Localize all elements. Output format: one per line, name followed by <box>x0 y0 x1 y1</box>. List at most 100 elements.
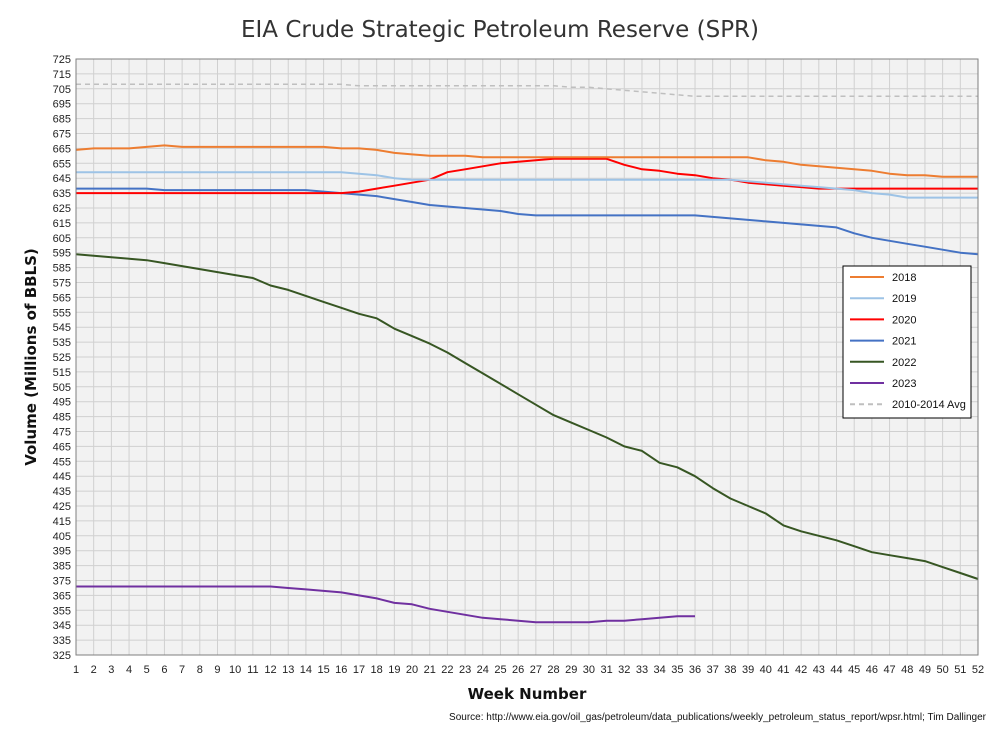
x-tick-label: 32 <box>618 664 630 676</box>
x-tick-label: 18 <box>371 664 383 676</box>
y-tick-label: 715 <box>53 69 71 81</box>
y-tick-label: 605 <box>53 233 71 245</box>
x-tick-label: 43 <box>813 664 825 676</box>
x-tick-label: 8 <box>197 664 203 676</box>
x-tick-label: 2 <box>91 664 97 676</box>
y-tick-label: 535 <box>53 337 71 349</box>
y-tick-label: 385 <box>53 561 71 573</box>
y-tick-label: 455 <box>53 456 71 468</box>
legend-label-2022: 2022 <box>892 357 916 369</box>
series-line-2010-2014-avg <box>76 83 978 98</box>
gridlines <box>75 58 979 656</box>
x-tick-label: 22 <box>441 664 453 676</box>
series-lines <box>75 83 979 624</box>
x-tick-label: 40 <box>760 664 772 676</box>
x-tick-label: 29 <box>565 664 577 676</box>
y-tick-label: 665 <box>53 143 71 155</box>
x-tick-label: 21 <box>424 664 436 676</box>
y-tick-label: 525 <box>53 352 71 364</box>
y-tick-label: 685 <box>53 114 71 126</box>
x-tick-label: 6 <box>161 664 167 676</box>
y-tick-label: 375 <box>53 576 71 588</box>
x-tick-label: 19 <box>388 664 400 676</box>
x-tick-label: 23 <box>459 664 471 676</box>
series-line-2018 <box>75 144 978 178</box>
y-tick-label: 725 <box>53 54 71 66</box>
x-tick-label: 49 <box>919 664 931 676</box>
y-tick-label: 635 <box>53 188 71 200</box>
series-line-2022 <box>75 253 979 580</box>
x-tick-label: 7 <box>179 664 185 676</box>
x-tick-label: 44 <box>830 664 842 676</box>
x-tick-label: 24 <box>477 664 489 676</box>
y-axis-label: Volume (Millions of BBLS) <box>22 248 40 466</box>
x-tick-label: 16 <box>335 664 347 676</box>
y-tick-label: 675 <box>53 129 71 141</box>
x-tick-label: 42 <box>795 664 807 676</box>
x-tick-label: 38 <box>724 664 736 676</box>
x-tick-label: 14 <box>300 664 312 676</box>
legend-label-2019: 2019 <box>892 293 916 305</box>
y-axis-ticks: 325 335 345 355 365 375 385 395 405 415 425 435 445 4… <box>53 54 71 662</box>
y-tick-label: 575 <box>53 278 71 290</box>
x-tick-label: 3 <box>108 664 114 676</box>
y-tick-label: 475 <box>53 427 71 439</box>
legend-label-2018: 2018 <box>892 272 916 284</box>
x-tick-label: 25 <box>494 664 506 676</box>
y-tick-label: 415 <box>53 516 71 528</box>
y-tick-label: 565 <box>53 292 71 304</box>
series-line-2021 <box>76 187 979 256</box>
x-tick-label: 13 <box>282 664 294 676</box>
y-tick-label: 515 <box>53 367 71 379</box>
y-tick-label: 695 <box>53 99 71 111</box>
legend-label-2023: 2023 <box>892 378 916 390</box>
x-tick-label: 48 <box>901 664 913 676</box>
plot-border <box>75 58 979 656</box>
chart-title: EIA Crude Strategic Petroleum Reserve (S… <box>241 17 759 43</box>
x-tick-label: 33 <box>636 664 648 676</box>
series-line-2023 <box>76 585 695 624</box>
x-tick-label: 10 <box>229 664 241 676</box>
y-tick-label: 425 <box>53 501 71 513</box>
legend: 2018 2019 2020 2021 2022 2023 2010-2014 Avg <box>842 265 972 419</box>
y-tick-label: 505 <box>53 382 71 394</box>
y-tick-label: 625 <box>53 203 71 215</box>
x-tick-label: 12 <box>264 664 276 676</box>
x-axis-ticks: 1 2 3 4 5 6 7 8 9 10 11 12 13 14 15 16 17 18 19 20 21 22 23 24 2… <box>73 664 984 676</box>
x-tick-label: 47 <box>883 664 895 676</box>
x-tick-label: 26 <box>512 664 524 676</box>
legend-label-2021: 2021 <box>892 336 916 348</box>
y-tick-label: 465 <box>53 441 71 453</box>
x-tick-label: 46 <box>866 664 878 676</box>
x-tick-label: 11 <box>247 664 258 676</box>
x-tick-label: 51 <box>954 664 966 676</box>
x-axis-label: Week Number <box>468 685 587 703</box>
x-tick-label: 5 <box>144 664 150 676</box>
x-tick-label: 36 <box>689 664 701 676</box>
legend-label-2010-2014-avg: 2010-2014 Avg <box>892 399 966 411</box>
y-tick-label: 435 <box>53 486 71 498</box>
x-tick-label: 27 <box>530 664 542 676</box>
y-tick-label: 355 <box>53 605 71 617</box>
y-tick-label: 335 <box>53 635 71 647</box>
y-tick-label: 705 <box>53 84 71 96</box>
y-tick-label: 585 <box>53 263 71 275</box>
x-tick-label: 31 <box>600 664 612 676</box>
legend-label-2020: 2020 <box>892 314 916 326</box>
x-tick-label: 20 <box>406 664 418 676</box>
legend-box <box>842 265 972 419</box>
x-tick-label: 9 <box>214 664 220 676</box>
y-tick-label: 325 <box>53 650 71 662</box>
y-tick-label: 615 <box>53 218 71 230</box>
x-tick-label: 15 <box>317 664 329 676</box>
x-tick-label: 35 <box>671 664 683 676</box>
x-tick-label: 17 <box>353 664 365 676</box>
x-tick-label: 1 <box>73 664 79 676</box>
x-tick-label: 52 <box>972 664 984 676</box>
y-tick-label: 495 <box>53 397 71 409</box>
series-line-2019 <box>76 171 978 199</box>
x-tick-label: 39 <box>742 664 754 676</box>
x-tick-label: 4 <box>126 664 132 676</box>
y-tick-label: 655 <box>53 158 71 170</box>
